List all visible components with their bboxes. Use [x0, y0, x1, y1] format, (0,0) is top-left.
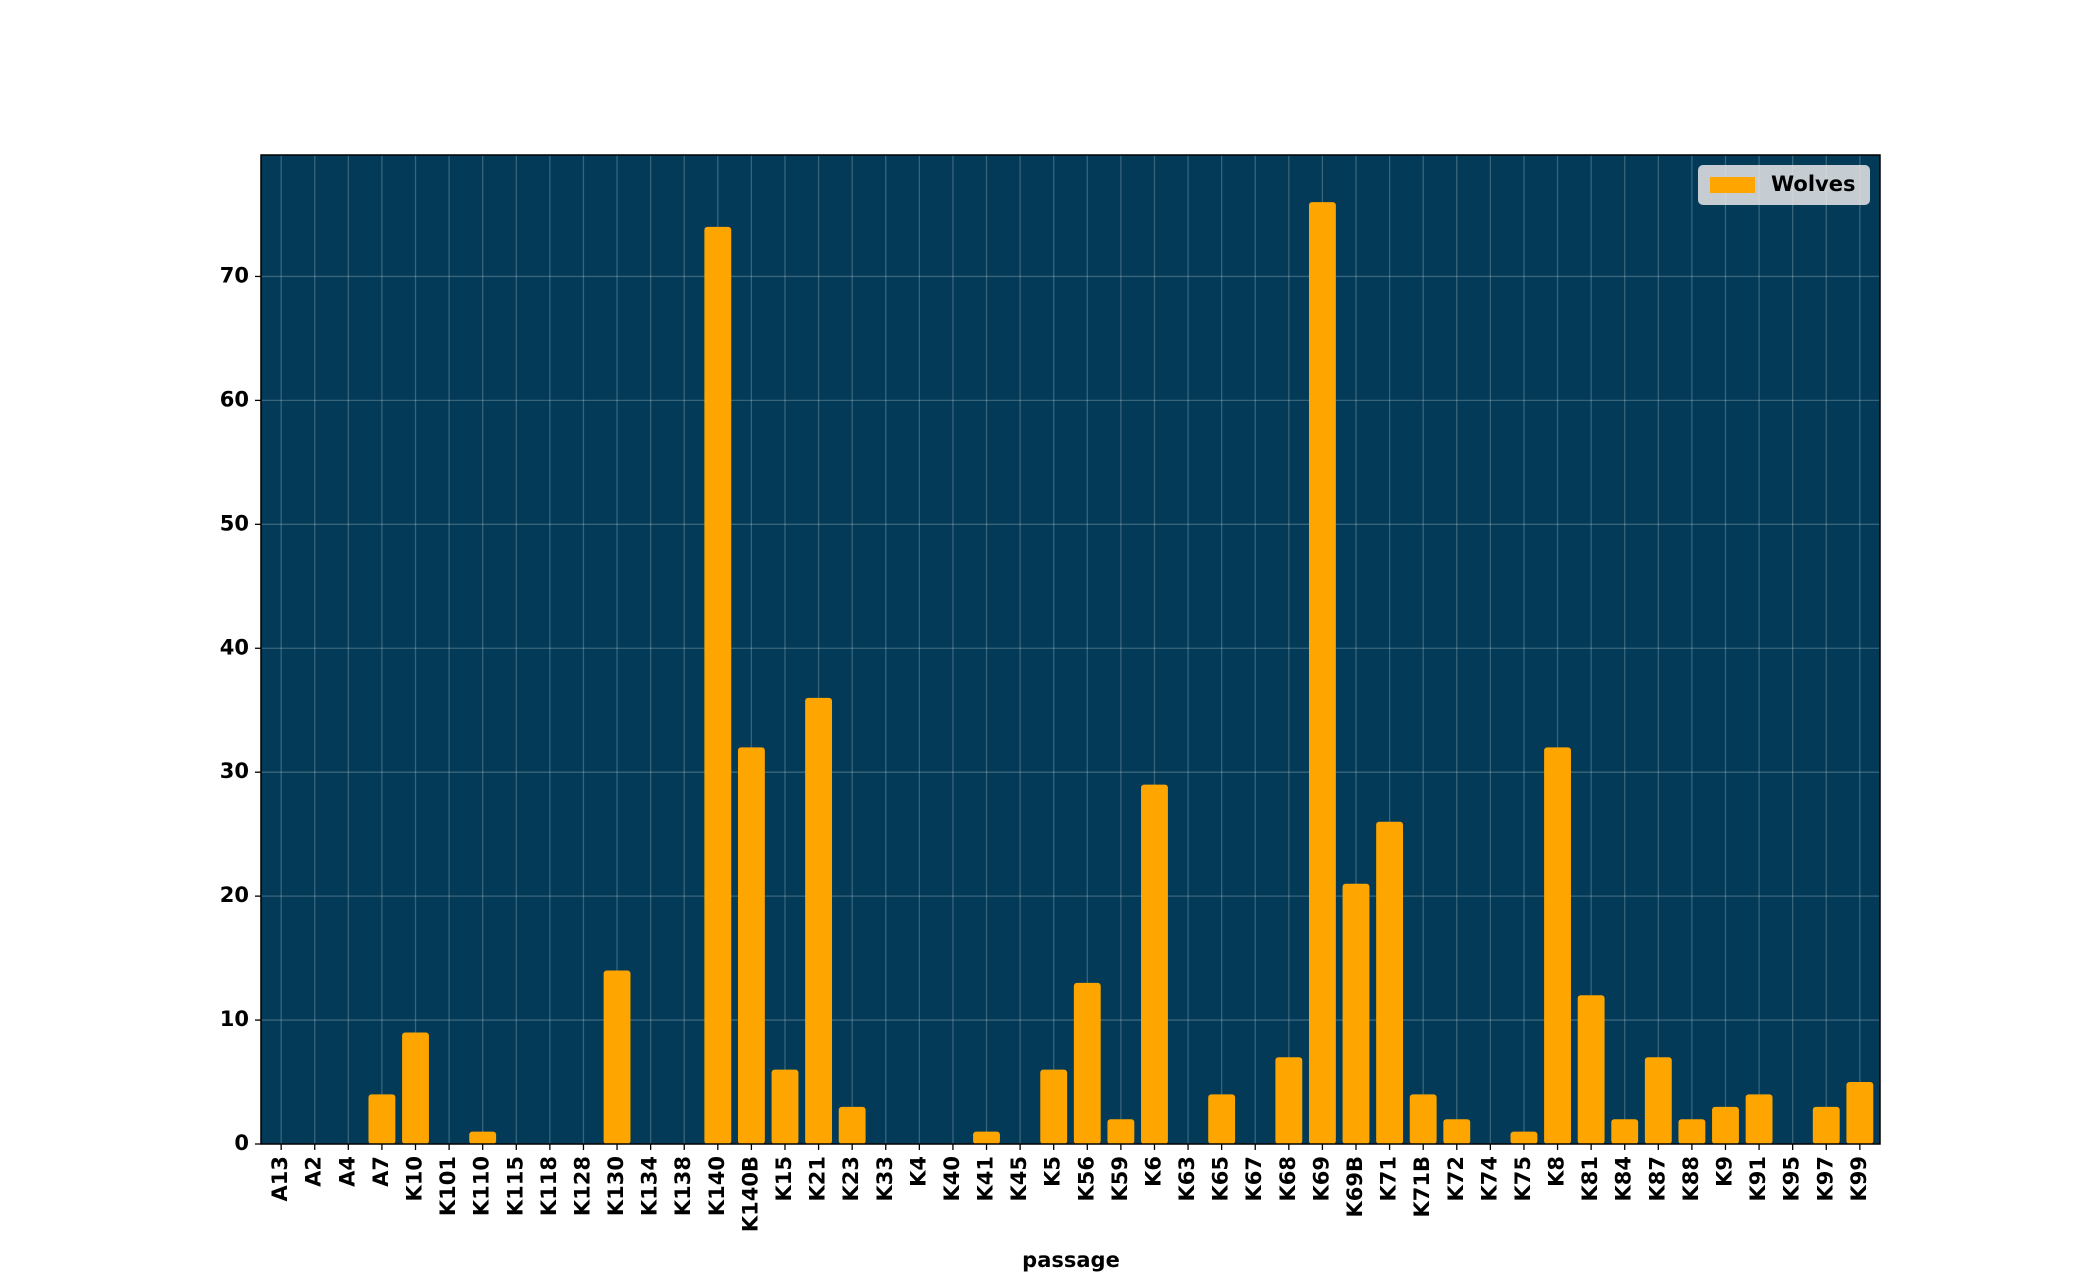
x-tick-label: K10: [403, 1156, 427, 1202]
bar: [1409, 1094, 1437, 1144]
x-tick-label: K71: [1377, 1156, 1401, 1202]
x-tick-label: K21: [806, 1156, 830, 1202]
bar: [1678, 1119, 1706, 1144]
x-tick-label: K140: [705, 1156, 729, 1216]
x-tick-label: K101: [436, 1156, 460, 1216]
x-tick-label: K71B: [1410, 1156, 1434, 1218]
x-tick-label: K87: [1645, 1156, 1669, 1202]
bar: [1275, 1057, 1303, 1144]
x-tick-label: K110: [470, 1156, 494, 1216]
x-tick-label: K69B: [1343, 1156, 1367, 1218]
x-tick-label: K8: [1545, 1156, 1569, 1187]
bar: [368, 1094, 396, 1144]
x-tick-label: A7: [369, 1156, 393, 1187]
x-tick-label: K140B: [738, 1156, 762, 1232]
legend-label: Wolves: [1771, 172, 1855, 196]
bar: [1644, 1057, 1672, 1144]
x-tick-label: K9: [1712, 1156, 1736, 1187]
y-tick-label: 70: [220, 263, 249, 287]
bar: [1073, 982, 1101, 1144]
x-tick-label: K40: [940, 1156, 964, 1202]
x-tick-label: K99: [1847, 1156, 1871, 1202]
x-tick-label: K15: [772, 1156, 796, 1202]
bar: [1040, 1069, 1068, 1144]
plot-background: [261, 155, 1880, 1144]
x-tick-label: K68: [1276, 1156, 1300, 1202]
x-tick-label: K41: [974, 1156, 998, 1202]
x-tick-label: K67: [1242, 1156, 1266, 1202]
bar: [771, 1069, 799, 1144]
bar: [737, 747, 765, 1144]
x-tick-label: K91: [1746, 1156, 1770, 1202]
x-tick-label: K63: [1175, 1156, 1199, 1202]
x-tick-label: K88: [1679, 1156, 1703, 1202]
bar: [973, 1131, 1000, 1144]
bar: [1308, 202, 1336, 1145]
x-tick-label: K4: [906, 1156, 930, 1187]
legend-swatch: [1710, 177, 1755, 193]
x-tick-label: K75: [1511, 1156, 1535, 1202]
bar: [704, 226, 732, 1144]
bar: [1208, 1094, 1236, 1144]
bar: [1745, 1094, 1773, 1144]
legend-box: [1698, 165, 1870, 205]
y-tick-label: 30: [220, 759, 249, 783]
x-tick-label: K23: [839, 1156, 863, 1202]
bar: [805, 697, 833, 1144]
y-tick-label: 0: [234, 1131, 249, 1155]
bar: [402, 1032, 429, 1144]
x-tick-label: K72: [1444, 1156, 1468, 1202]
x-tick-label: K5: [1041, 1156, 1065, 1187]
x-tick-label: K69: [1309, 1156, 1333, 1202]
x-tick-label: K128: [570, 1156, 594, 1216]
y-tick-label: 40: [220, 635, 249, 659]
legend: Wolves: [1698, 165, 1870, 205]
bar: [1611, 1119, 1639, 1144]
x-tick-label: K115: [503, 1156, 527, 1216]
x-tick-label: A2: [302, 1156, 326, 1187]
x-tick-label: K59: [1108, 1156, 1132, 1202]
x-tick-label: K33: [873, 1156, 897, 1202]
x-tick-label: K65: [1209, 1156, 1233, 1202]
bar: [838, 1106, 866, 1144]
bar: [1712, 1106, 1739, 1144]
x-axis-label: passage: [1022, 1248, 1120, 1272]
plot-frame: [260, 154, 1881, 1145]
y-tick-label: 20: [220, 883, 249, 907]
x-tick-label: K6: [1141, 1156, 1165, 1187]
x-tick-label: K138: [671, 1156, 695, 1216]
bar: [1510, 1131, 1538, 1144]
bar: [1544, 747, 1571, 1144]
bar: [1443, 1119, 1471, 1144]
x-tick-label: K81: [1578, 1156, 1602, 1202]
y-tick-label: 50: [220, 511, 249, 535]
x-tick-label: A4: [335, 1156, 359, 1187]
bar: [1577, 995, 1605, 1144]
x-tick-label: K134: [638, 1156, 662, 1216]
bar: [603, 970, 631, 1144]
x-tick-label: K74: [1477, 1156, 1501, 1202]
bar: [1812, 1106, 1840, 1144]
bar: [1846, 1082, 1874, 1144]
y-tick-label: 60: [220, 387, 249, 411]
x-tick-label: K95: [1780, 1156, 1804, 1202]
bar: [469, 1131, 497, 1144]
x-tick-label: K56: [1074, 1156, 1098, 1202]
bar: [1342, 883, 1370, 1144]
x-tick-label: A13: [268, 1156, 292, 1201]
x-tick-label: K130: [604, 1156, 628, 1216]
y-tick-label: 10: [220, 1007, 249, 1031]
x-tick-label: K118: [537, 1156, 561, 1216]
bar: [1141, 784, 1168, 1144]
bar: [1107, 1119, 1135, 1144]
bar: [1376, 821, 1404, 1144]
x-tick-label: K97: [1813, 1156, 1837, 1202]
x-tick-label: K84: [1612, 1156, 1636, 1202]
x-tick-label: K45: [1007, 1156, 1031, 1202]
